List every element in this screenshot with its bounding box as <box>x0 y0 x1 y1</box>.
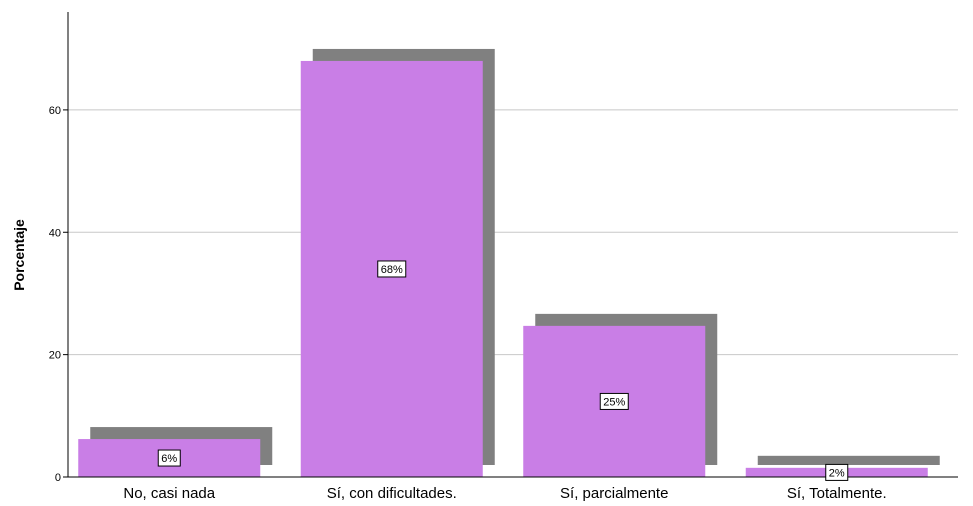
gridlines <box>68 109 958 356</box>
x-tick-label: Sí, parcialmente <box>560 485 668 502</box>
y-tick-labels: 0 20 40 60 <box>49 105 61 484</box>
bars <box>78 48 940 478</box>
data-label: 25% <box>603 396 625 408</box>
y-tick-label: 60 <box>49 105 61 117</box>
axes <box>63 12 958 478</box>
data-label: 6% <box>161 453 177 465</box>
y-axis-title: Porcentaje <box>11 219 27 291</box>
data-label-box <box>599 392 629 410</box>
y-tick-label: 40 <box>49 227 61 239</box>
x-tick-label: Sí, con dificultades. <box>327 485 457 502</box>
x-tick-labels: No, casi nada Sí, con dificultades. Sí, pa… <box>123 485 886 502</box>
data-label-box <box>825 463 849 481</box>
data-label-box <box>157 449 181 467</box>
data-label: 2% <box>829 467 845 479</box>
x-tick-label: Sí, Totalmente. <box>787 485 887 502</box>
data-label: 68% <box>381 264 403 276</box>
data-label-box <box>377 260 407 278</box>
x-tick-label: No, casi nada <box>123 485 215 502</box>
y-tick-label: 20 <box>49 350 61 362</box>
data-labels: 6% 68% 25% 2% <box>157 260 849 481</box>
y-tick-label: 0 <box>55 472 61 484</box>
bar-shadow <box>757 455 940 465</box>
